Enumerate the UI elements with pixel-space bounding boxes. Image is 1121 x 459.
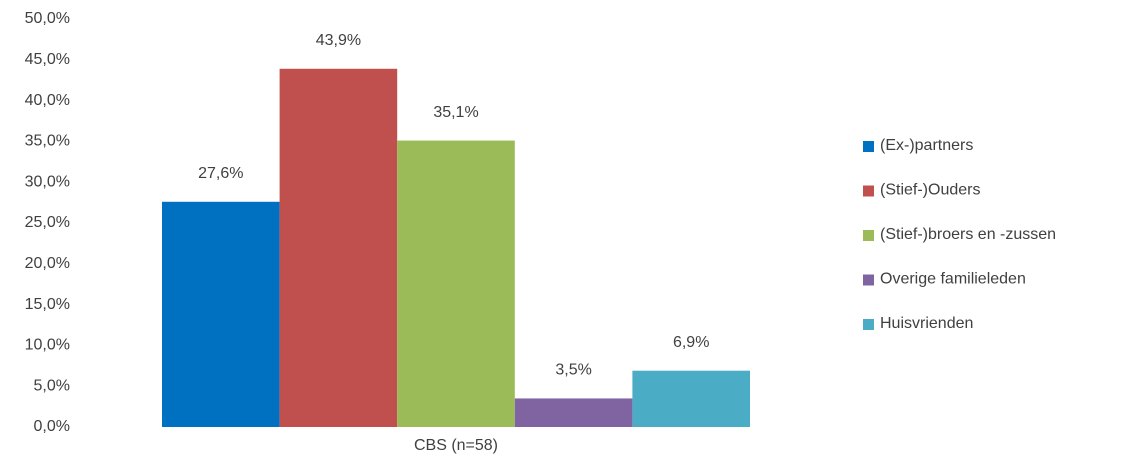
legend-swatch	[863, 274, 874, 286]
value-label: 3,5%	[555, 362, 591, 379]
y-tick-label: 15,0%	[25, 296, 70, 313]
y-tick-label: 20,0%	[25, 255, 70, 272]
bar	[397, 140, 515, 428]
y-tick-label: 10,0%	[25, 337, 70, 354]
y-tick-label: 5,0%	[34, 377, 70, 394]
y-tick-label: 25,0%	[25, 214, 70, 231]
value-label: 6,9%	[673, 334, 709, 351]
legend-label: (Ex-)partners	[880, 137, 973, 154]
legend-swatch	[863, 230, 874, 241]
y-tick-label: 40,0%	[25, 92, 70, 109]
bar	[279, 68, 398, 427]
legend-label: (Stief-)Ouders	[880, 182, 980, 199]
legend-label: Huisvrienden	[880, 315, 973, 332]
legend-swatch	[863, 185, 874, 197]
legend-swatch	[863, 141, 874, 152]
value-label: 43,9%	[316, 32, 361, 49]
legend-label: Overige familieleden	[880, 271, 1026, 288]
y-tick-label: 0,0%	[34, 418, 70, 435]
y-tick-label: 45,0%	[25, 51, 70, 68]
value-label: 27,6%	[198, 165, 243, 182]
y-tick-label: 35,0%	[25, 133, 70, 150]
y-tick-label: 50,0%	[25, 10, 70, 27]
bar	[632, 370, 750, 427]
legend-label: (Stief-)broers en -zussen	[880, 226, 1056, 243]
legend-swatch	[863, 319, 874, 330]
value-label: 35,1%	[433, 104, 478, 121]
bar	[162, 201, 280, 427]
bar	[514, 398, 633, 427]
y-tick-label: 30,0%	[25, 173, 70, 190]
x-tick-label: CBS (n=58)	[414, 437, 498, 454]
